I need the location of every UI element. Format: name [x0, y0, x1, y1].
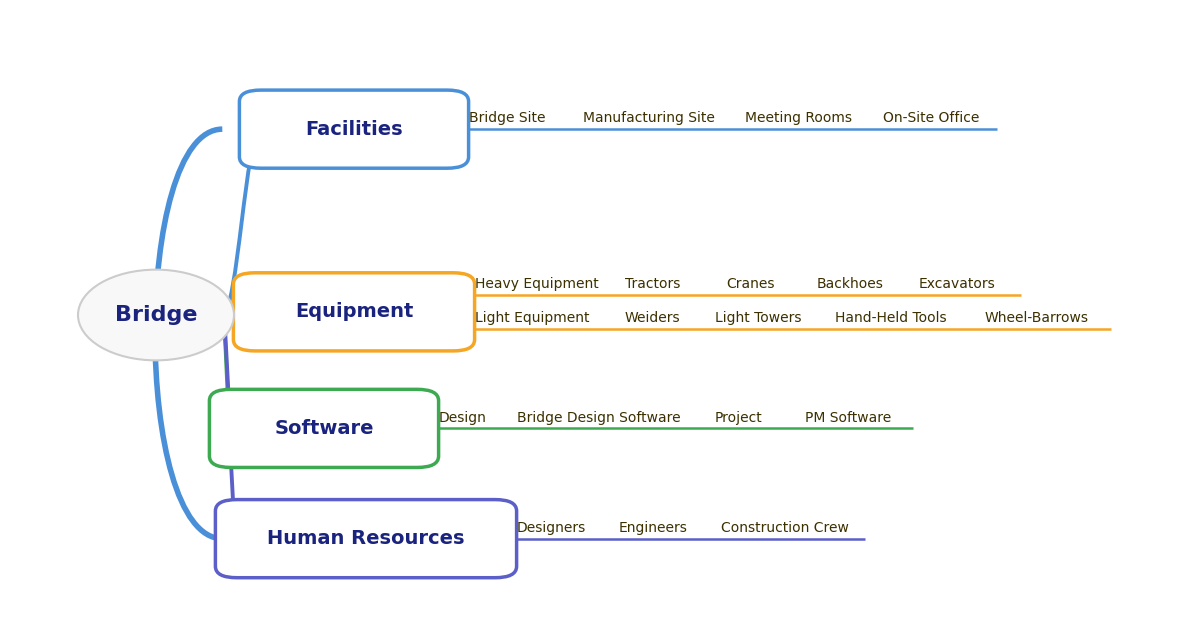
Text: Designers: Designers [517, 521, 586, 535]
Text: Software: Software [275, 419, 373, 438]
Text: Light Towers: Light Towers [714, 311, 802, 325]
Text: Light Equipment: Light Equipment [475, 311, 589, 325]
Ellipse shape [78, 270, 234, 360]
FancyBboxPatch shape [216, 500, 517, 578]
Text: Construction Crew: Construction Crew [720, 521, 848, 535]
Text: Project: Project [715, 411, 762, 425]
Text: Hand-Held Tools: Hand-Held Tools [835, 311, 947, 325]
Text: Manufacturing Site: Manufacturing Site [583, 112, 714, 125]
FancyBboxPatch shape [239, 90, 468, 168]
Text: Tractors: Tractors [624, 277, 680, 291]
Text: Backhoes: Backhoes [816, 277, 883, 291]
Text: Heavy Equipment: Heavy Equipment [475, 277, 599, 291]
Text: Design: Design [439, 411, 486, 425]
Text: Weiders: Weiders [624, 311, 680, 325]
Text: Bridge Design Software: Bridge Design Software [517, 411, 680, 425]
Text: Human Resources: Human Resources [268, 529, 464, 548]
Text: Meeting Rooms: Meeting Rooms [744, 112, 852, 125]
Text: Excavators: Excavators [918, 277, 995, 291]
Text: Facilities: Facilities [305, 120, 403, 139]
FancyBboxPatch shape [210, 389, 439, 467]
Text: Bridge Site: Bridge Site [469, 112, 545, 125]
Text: Engineers: Engineers [619, 521, 688, 535]
Text: Wheel-Barrows: Wheel-Barrows [984, 311, 1088, 325]
Text: Equipment: Equipment [295, 302, 413, 321]
FancyBboxPatch shape [233, 273, 475, 351]
Text: Bridge: Bridge [115, 305, 197, 325]
Text: On-Site Office: On-Site Office [883, 112, 979, 125]
Text: PM Software: PM Software [805, 411, 890, 425]
Text: Cranes: Cranes [726, 277, 775, 291]
